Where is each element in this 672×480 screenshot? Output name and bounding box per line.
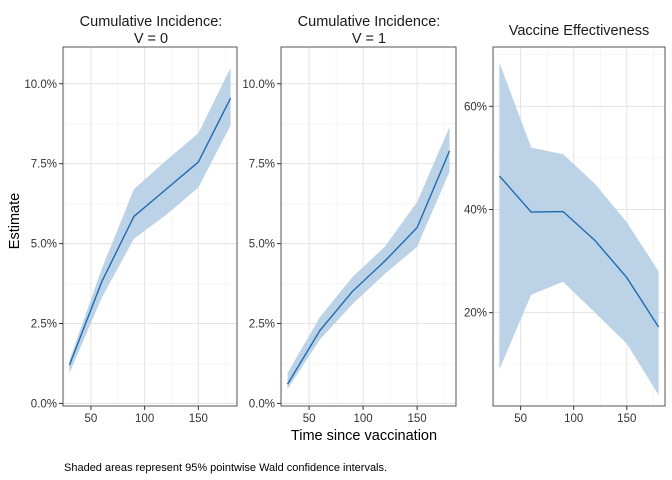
estimate-point — [197, 161, 200, 164]
y-tick-label: 20% — [464, 308, 487, 320]
y-tick-label: 10.0% — [24, 79, 57, 91]
x-tick-label: 100 — [564, 413, 583, 425]
estimate-point — [657, 326, 660, 329]
y-tick-label: 2.5% — [249, 319, 275, 331]
y-tick-label: 40% — [464, 204, 487, 216]
estimate-line — [286, 150, 451, 385]
caption: Shaded areas represent 95% pointwise Wal… — [64, 462, 387, 474]
confidence-band — [287, 126, 450, 390]
y-tick-label: 0.0% — [249, 398, 275, 410]
estimate-point — [100, 280, 103, 283]
x-tick-label: 50 — [514, 413, 527, 425]
estimate-line — [498, 175, 660, 328]
x-tick-label: 150 — [189, 413, 208, 425]
x-tick-label: 150 — [408, 413, 427, 425]
panel-title-line-1: Cumulative Incidence: — [80, 14, 223, 30]
panel-vaccine-effectiveness: Vaccine Effectiveness 50 100 150 20% 40% 60% — [464, 23, 666, 425]
estimate-point — [286, 383, 289, 386]
panel-title-line-2: V = 1 — [352, 31, 386, 47]
panel-cumulative-incidence-v1: Cumulative Incidence: V = 1 50 100 150 0.0%… — [242, 14, 457, 425]
panel-border — [280, 46, 457, 407]
y-tick-label: 5.0% — [249, 239, 275, 251]
estimate-point — [625, 276, 628, 279]
x-tick-label: 100 — [135, 413, 154, 425]
x-tick-label: 50 — [303, 413, 316, 425]
confidence-band — [69, 67, 231, 374]
estimate-line — [68, 97, 232, 366]
confidence-band — [499, 62, 659, 396]
panel-border — [62, 46, 238, 407]
x-tick-label: 150 — [617, 413, 636, 425]
estimate-point — [132, 215, 135, 218]
panel-title-line-1: Cumulative Incidence: — [298, 14, 441, 30]
estimate-point — [229, 97, 232, 100]
panel-cumulative-incidence-v0: Cumulative Incidence: V = 0 50 100 150 0.0%… — [24, 14, 238, 425]
y-tick-label: 5.0% — [31, 239, 57, 251]
y-tick-label: 7.5% — [31, 159, 57, 171]
panel-title-line-2: V = 0 — [134, 31, 168, 47]
x-axis-title: Time since vaccination — [291, 428, 437, 444]
estimate-point — [68, 364, 71, 367]
y-axis-title: Estimate — [7, 193, 23, 249]
y-tick-label: 60% — [464, 101, 487, 113]
x-tick-label: 50 — [85, 413, 98, 425]
y-tick-label: 10.0% — [242, 79, 275, 91]
estimate-point — [593, 239, 596, 242]
y-tick-label: 2.5% — [31, 319, 57, 331]
estimate-point — [416, 226, 419, 229]
x-tick-label: 100 — [354, 413, 373, 425]
estimate-point — [165, 188, 168, 191]
estimate-point — [351, 290, 354, 293]
panel-title: Vaccine Effectiveness — [509, 23, 650, 39]
panel-border — [492, 46, 666, 407]
estimate-point — [448, 149, 451, 152]
estimate-point — [530, 211, 533, 214]
estimate-point — [498, 174, 501, 177]
y-tick-label: 7.5% — [249, 159, 275, 171]
estimate-point — [562, 210, 565, 213]
estimate-point — [318, 329, 321, 332]
estimate-point — [383, 260, 386, 263]
y-tick-label: 0.0% — [31, 398, 57, 410]
